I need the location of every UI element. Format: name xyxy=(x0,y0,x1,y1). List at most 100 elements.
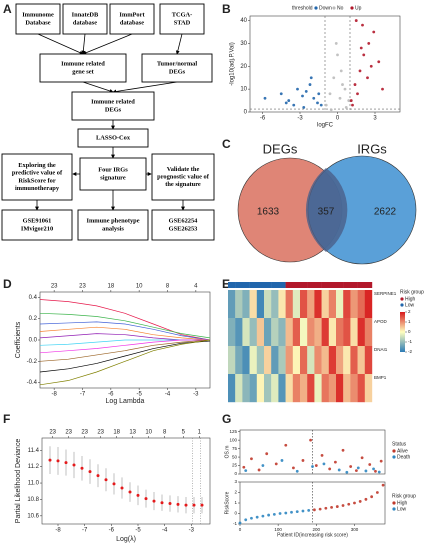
colorbar xyxy=(400,312,405,352)
group-annotation xyxy=(249,282,257,288)
heat-cell xyxy=(235,318,243,347)
heat-cell xyxy=(343,318,351,347)
heat-cell xyxy=(271,374,279,403)
x-tick-label: -7 xyxy=(80,392,86,398)
heat-cell xyxy=(249,346,257,375)
point xyxy=(320,453,324,457)
point xyxy=(184,503,188,507)
heat-cell xyxy=(321,318,329,347)
panel-label: B xyxy=(222,2,231,16)
flow-node-label: prognostic value of xyxy=(157,173,210,180)
point xyxy=(312,96,316,100)
point xyxy=(314,464,318,467)
top-axis-label: 18 xyxy=(113,430,120,436)
heat-cell xyxy=(285,374,293,403)
heat-cell xyxy=(328,346,337,375)
heat-cell xyxy=(235,290,243,319)
heat-cell xyxy=(242,290,250,319)
coef-path xyxy=(39,326,211,341)
x-axis-label: Log Lambda xyxy=(106,398,145,405)
flow-node-label: immunotherapy xyxy=(15,185,60,192)
point xyxy=(341,504,345,507)
point xyxy=(354,469,358,473)
point xyxy=(263,96,267,100)
point xyxy=(265,452,269,456)
flow-node xyxy=(39,53,127,83)
y-tick-label: 11.2 xyxy=(28,464,40,470)
y-tick-label: 75 xyxy=(232,446,238,451)
legend-marker xyxy=(392,501,396,505)
point xyxy=(364,497,368,501)
group-annotation xyxy=(321,282,329,288)
y-tick-label: 0.0 xyxy=(29,338,38,344)
x-tick-label: -7 xyxy=(82,528,88,534)
y-tick-label: 40 xyxy=(240,18,247,24)
point xyxy=(377,60,381,64)
y-tick-label: 20 xyxy=(240,64,247,70)
flow-node xyxy=(77,209,149,241)
point xyxy=(362,53,366,57)
heat-cell xyxy=(228,318,236,347)
flow-node-label: IMvigor210 xyxy=(21,225,53,232)
point xyxy=(364,469,368,473)
point xyxy=(295,469,299,473)
point xyxy=(296,87,299,91)
point xyxy=(360,456,364,460)
colorbar-label: -2 xyxy=(408,349,412,354)
flow-node xyxy=(151,153,215,201)
y-tick-label: 0 xyxy=(234,511,237,516)
flow-node-label: DEGs xyxy=(105,106,122,113)
heat-cell xyxy=(336,290,344,319)
y-tick-label: -1 xyxy=(233,521,237,526)
venn-count: 1633 xyxy=(257,207,280,218)
arrow xyxy=(82,33,133,55)
legend-marker xyxy=(400,297,404,301)
coef-path xyxy=(39,299,211,341)
panel-label: F xyxy=(3,412,10,426)
point xyxy=(359,46,363,50)
point xyxy=(152,499,156,503)
y-tick-label: -0.4 xyxy=(27,380,38,386)
point xyxy=(356,466,360,470)
heat-cell xyxy=(242,346,250,375)
flow-node-label: database xyxy=(73,19,97,26)
point xyxy=(341,83,344,86)
heat-cell xyxy=(321,290,329,319)
legend-label: Down xyxy=(319,5,332,11)
heat-cell xyxy=(350,374,358,403)
heat-cell xyxy=(328,374,337,403)
point xyxy=(272,512,276,516)
point xyxy=(136,493,140,497)
top-axis-label: 13 xyxy=(129,430,136,436)
point xyxy=(311,465,314,468)
legend-marker xyxy=(332,6,336,10)
heat-cell xyxy=(321,374,329,403)
heat-cell xyxy=(343,346,351,375)
x-tick-label: -8 xyxy=(55,528,61,534)
point xyxy=(261,464,265,467)
heat-cell xyxy=(314,318,322,347)
flow-node-label: RiskScore for xyxy=(18,177,55,184)
flow-node-label: LASSO-Cox xyxy=(96,134,131,141)
colorbar-label: -1 xyxy=(408,339,412,344)
arrow xyxy=(112,81,178,94)
gene-label: DNAI1 xyxy=(374,347,388,352)
heat-cell xyxy=(256,346,265,375)
x-tick-label: 0 xyxy=(336,116,340,122)
point xyxy=(274,462,278,466)
point xyxy=(267,513,271,517)
venn-count: 2622 xyxy=(374,207,397,218)
point xyxy=(244,469,248,473)
point xyxy=(319,103,323,107)
y-tick-label: 11.4 xyxy=(28,448,40,454)
heat-cell xyxy=(307,374,315,403)
flow-node-label: ImmPort xyxy=(119,12,145,19)
point xyxy=(112,482,116,486)
legend-label: High xyxy=(405,296,416,302)
point xyxy=(370,495,374,499)
point xyxy=(301,459,305,462)
top-axis-label: 4 xyxy=(194,284,198,290)
point xyxy=(278,512,282,515)
point xyxy=(308,83,312,86)
